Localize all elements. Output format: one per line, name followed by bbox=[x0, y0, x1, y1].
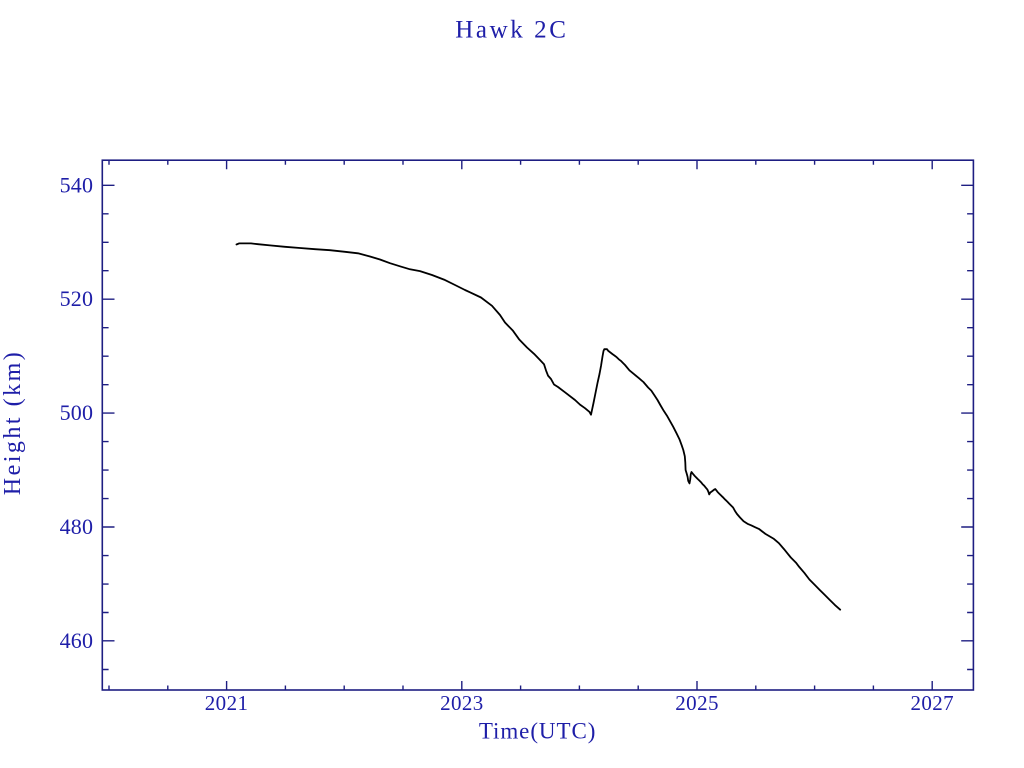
svg-text:Height (km): Height (km) bbox=[0, 350, 26, 495]
svg-text:2021: 2021 bbox=[205, 691, 249, 715]
svg-text:540: 540 bbox=[60, 172, 94, 197]
svg-text:520: 520 bbox=[60, 286, 94, 311]
svg-text:2027: 2027 bbox=[910, 691, 954, 715]
svg-text:2023: 2023 bbox=[440, 691, 484, 715]
svg-text:2025: 2025 bbox=[675, 691, 719, 715]
svg-text:Hawk 2C: Hawk 2C bbox=[455, 17, 568, 44]
svg-text:Time(UTC): Time(UTC) bbox=[479, 718, 597, 743]
svg-text:480: 480 bbox=[60, 514, 94, 539]
svg-text:460: 460 bbox=[60, 628, 94, 653]
svg-text:500: 500 bbox=[60, 400, 94, 425]
